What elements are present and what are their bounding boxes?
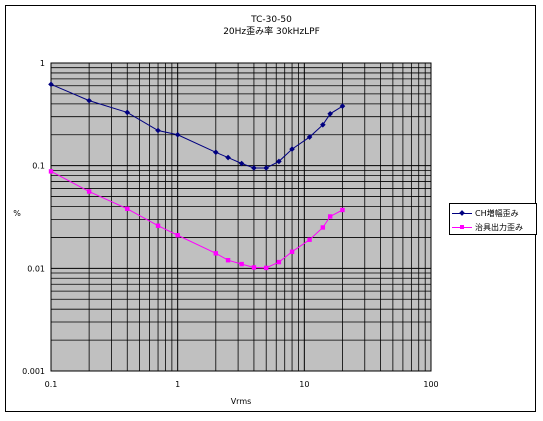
legend-label-jig: 治具出力歪み [475, 222, 523, 232]
data-point-square [125, 206, 130, 212]
legend-marker-square-icon [452, 222, 472, 232]
data-point-square [276, 259, 282, 265]
data-point-square [264, 265, 269, 271]
x-tick-label: 1 [175, 380, 180, 389]
data-point-diamond [306, 134, 313, 140]
legend-marker-diamond-icon [452, 208, 472, 218]
data-point-square [289, 249, 295, 254]
data-point-diamond [86, 97, 92, 104]
data-point-diamond [320, 122, 326, 128]
data-point-diamond [251, 165, 257, 171]
data-point-square [239, 261, 244, 267]
data-point-diamond [276, 158, 282, 165]
x-tick-label: 100 [423, 380, 438, 389]
y-tick-label: 0.001 [22, 367, 45, 376]
data-point-diamond [124, 109, 131, 116]
data-point-square [155, 223, 161, 228]
data-point-square [225, 258, 231, 263]
chart-legend: CH増幅歪み 治具出力歪み [449, 203, 537, 235]
chart-title-block: TC-30-50 20Hz歪み率 30kHzLPF [0, 14, 543, 38]
legend-item-ch: CH増幅歪み [452, 207, 519, 219]
legend-label-ch: CH増幅歪み [475, 208, 519, 218]
legend-item-jig: 治具出力歪み [452, 221, 523, 233]
y-tick-label: 1 [40, 59, 45, 68]
data-point-square [48, 169, 54, 174]
data-point-diamond [225, 154, 231, 161]
x-axis-label: Vrms [231, 397, 252, 406]
y-tick-label: 0.1 [32, 162, 45, 171]
data-point-square [251, 265, 257, 270]
plot-border [50, 62, 432, 372]
data-point-diamond [48, 81, 54, 88]
data-point-square [327, 214, 333, 219]
data-point-square [86, 189, 92, 194]
data-point-diamond [289, 146, 295, 152]
chart-title: TC-30-50 [251, 15, 292, 25]
data-point-square [213, 251, 218, 256]
data-point-square [175, 233, 180, 238]
y-tick-label: 0.01 [27, 264, 45, 273]
data-point-diamond [212, 149, 219, 156]
data-point-diamond [263, 165, 270, 171]
data-point-diamond [174, 131, 181, 138]
data-point-square [320, 225, 326, 230]
data-point-diamond [238, 160, 245, 167]
data-point-diamond [327, 111, 333, 117]
plot-area [51, 63, 431, 371]
data-point-square [340, 207, 345, 213]
data-point-square [307, 237, 312, 242]
series-line-0 [50, 83, 343, 169]
chart-subtitle: 20Hz歪み率 30kHzLPF [223, 27, 320, 37]
series-line-1 [50, 170, 343, 269]
x-tick-label: 0.1 [45, 380, 58, 389]
y-axis-label: % [13, 209, 21, 218]
data-point-diamond [339, 103, 346, 109]
x-tick-label: 10 [299, 380, 309, 389]
data-point-diamond [155, 127, 161, 134]
